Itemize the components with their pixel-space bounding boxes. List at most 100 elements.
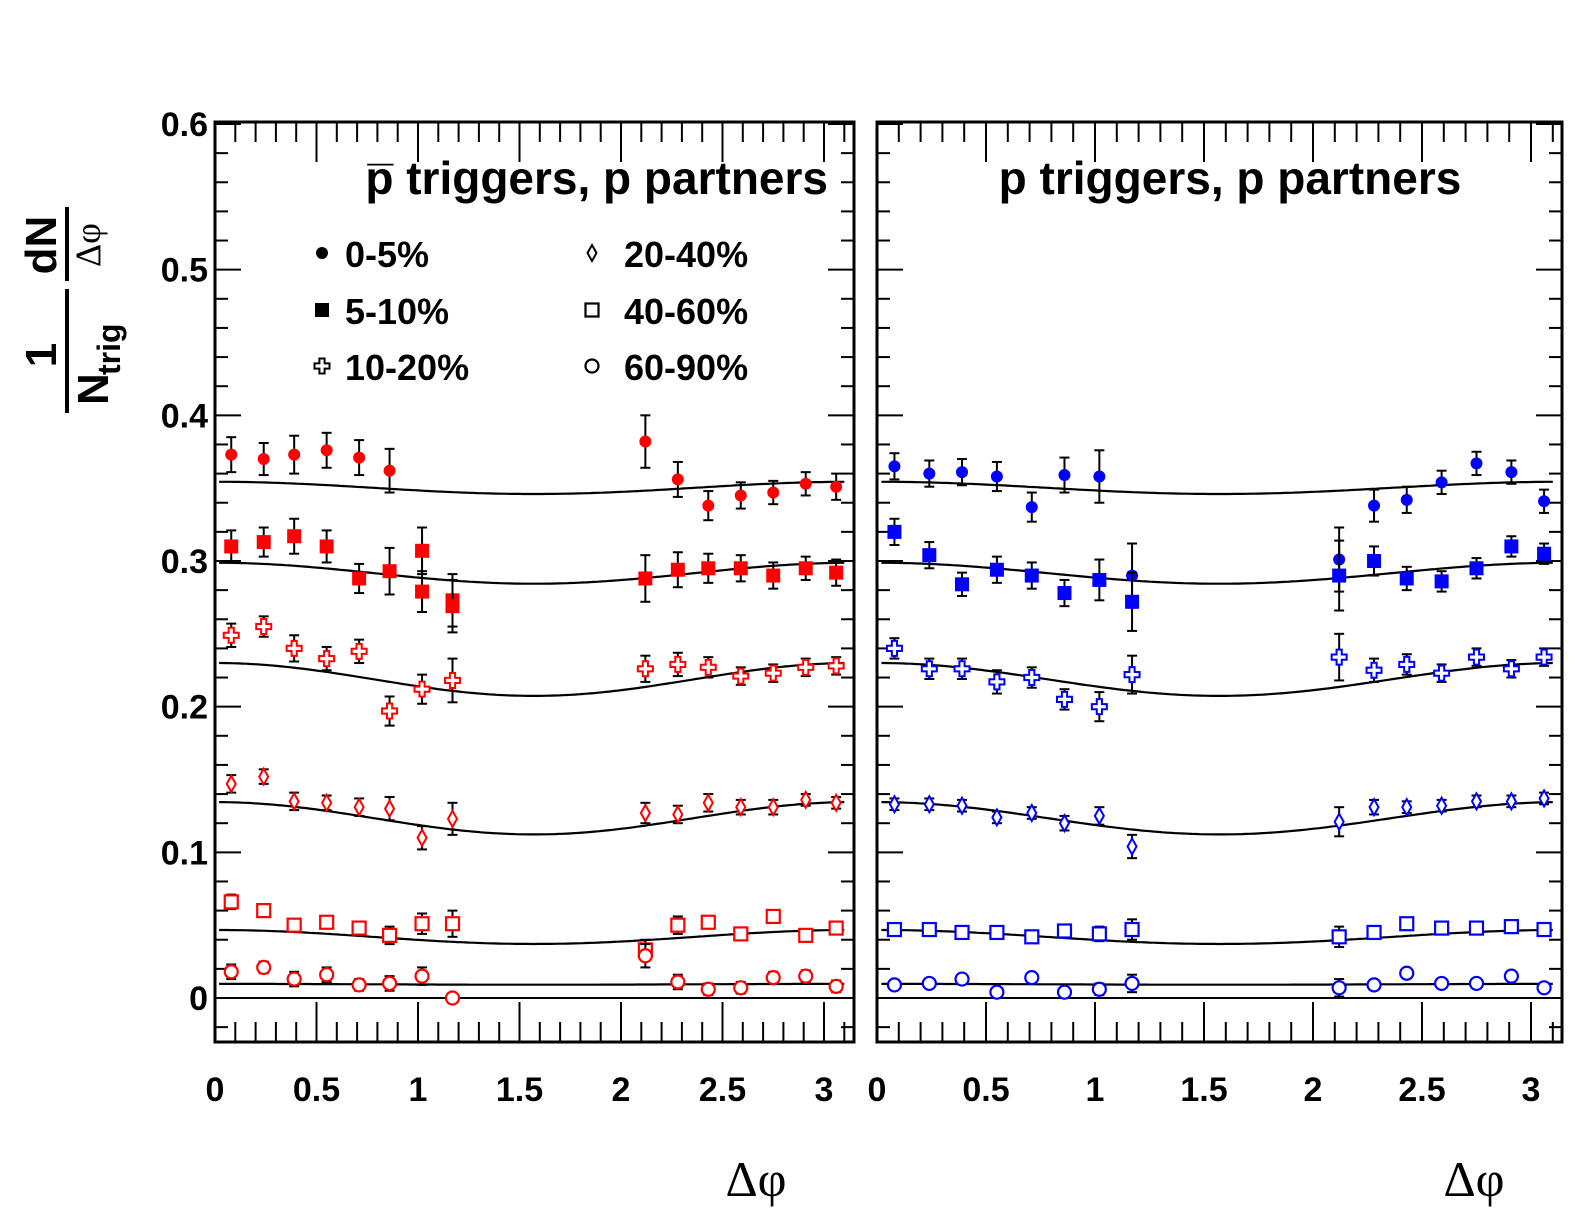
data-point — [830, 792, 842, 813]
panel-title-right: p triggers, p partners — [999, 152, 1462, 204]
data-point — [1399, 916, 1415, 932]
legend: 0-5% 5-10% 10-20% 20-40% 40-60% 60-90% — [313, 234, 748, 388]
x-tick-label: 0.5 — [293, 1071, 340, 1109]
data-point — [1124, 921, 1140, 938]
data-point — [321, 792, 333, 813]
data-point — [954, 971, 970, 987]
data-point — [416, 827, 428, 848]
data-point — [923, 794, 935, 815]
data-point — [286, 971, 302, 987]
panel-title-left: p̅ triggers, p partners — [365, 152, 828, 204]
data-markers-left — [222, 414, 845, 1006]
data-point — [1368, 797, 1380, 818]
data-point — [920, 660, 938, 678]
data-point — [764, 664, 782, 682]
fit-curve — [219, 480, 845, 496]
x-tick-label: 1 — [1086, 1071, 1105, 1109]
data-point — [1091, 926, 1107, 942]
data-point — [287, 529, 302, 544]
data-point — [381, 975, 398, 992]
x-tick-label: 2.5 — [1398, 1071, 1445, 1109]
x-tick-label: 1.5 — [1180, 1071, 1227, 1109]
data-point — [990, 470, 1003, 483]
data-point — [444, 671, 462, 689]
data-point — [886, 921, 903, 938]
data-point — [1470, 457, 1483, 470]
data-point — [885, 639, 903, 657]
data-point — [735, 797, 747, 818]
data-point — [381, 702, 399, 720]
data-point — [800, 789, 812, 810]
data-point — [1058, 813, 1071, 834]
plot-frame-right — [875, 120, 1564, 1044]
data-point — [733, 561, 748, 576]
data-point — [414, 916, 430, 932]
data-point — [955, 577, 970, 592]
data-point — [991, 807, 1003, 828]
data-point — [1333, 811, 1345, 832]
data-point — [1092, 572, 1107, 587]
data-point — [1123, 666, 1141, 684]
fit-curve — [881, 928, 1553, 946]
data-point — [225, 773, 237, 794]
panel-left: 0 0.1 0.2 0.3 0.4 0.5 0.6 0 0.5 1 1.5 2 2.5 3 p̅ tri… — [161, 106, 856, 1207]
data-point — [829, 565, 844, 580]
data-point — [766, 568, 781, 583]
fit-curve — [881, 982, 1553, 986]
data-point — [701, 561, 716, 576]
data-point — [989, 924, 1005, 941]
data-point — [1057, 586, 1072, 601]
data-point — [1538, 788, 1550, 809]
y-title-denominator: N — [69, 373, 118, 405]
x-tick-label: 0 — [206, 1071, 225, 1109]
data-point — [1058, 469, 1071, 482]
y-tick-labels: 0 0.1 0.2 0.3 0.4 0.5 0.6 — [161, 106, 208, 1018]
y-axis-title: 1 N trig dN Δφ — [17, 207, 127, 413]
fit-curve — [219, 800, 845, 836]
data-point — [413, 680, 431, 698]
data-point — [1505, 791, 1518, 812]
data-point — [888, 460, 901, 473]
data-point — [799, 477, 812, 490]
data-point — [1434, 975, 1450, 992]
data-point — [954, 924, 970, 941]
legend-marker — [584, 302, 600, 318]
data-point — [1505, 466, 1518, 479]
data-point — [1055, 690, 1073, 708]
data-point — [639, 435, 652, 448]
data-point — [732, 667, 750, 685]
x-tick-label: 1.5 — [496, 1071, 543, 1109]
data-point — [222, 626, 240, 644]
data-point — [671, 473, 684, 486]
data-point — [444, 990, 461, 1006]
legend-label: 0-5% — [345, 234, 429, 275]
plot-frame-left — [213, 120, 856, 1044]
data-point — [1332, 568, 1347, 583]
data-point — [1366, 977, 1382, 993]
data-point — [414, 968, 430, 984]
data-point — [444, 916, 461, 932]
x-tick-label: 2 — [612, 1071, 631, 1109]
data-point — [1536, 980, 1552, 996]
data-point — [953, 660, 971, 678]
x-tick-labels-right: 0 0.5 1 1.5 2 2.5 3 — [868, 1071, 1541, 1109]
data-point — [383, 798, 396, 819]
data-point — [1365, 661, 1383, 679]
data-point — [1468, 648, 1485, 666]
data-point — [1023, 669, 1041, 687]
data-point — [256, 902, 272, 919]
data-point — [319, 967, 335, 983]
data-point — [319, 539, 334, 554]
data-point — [1468, 920, 1485, 936]
legend-label: 10-20% — [345, 347, 469, 388]
data-point — [223, 964, 239, 980]
y-tick-label: 0.1 — [161, 834, 208, 872]
data-point — [1503, 968, 1519, 984]
tick-marks-right — [876, 122, 1562, 1042]
legend-label: 20-40% — [624, 234, 748, 275]
y-title-frac-denominator: Δφ — [68, 223, 108, 267]
data-point — [827, 657, 845, 675]
legend-entry: 40-60% — [584, 291, 748, 332]
data-point — [1026, 802, 1038, 824]
